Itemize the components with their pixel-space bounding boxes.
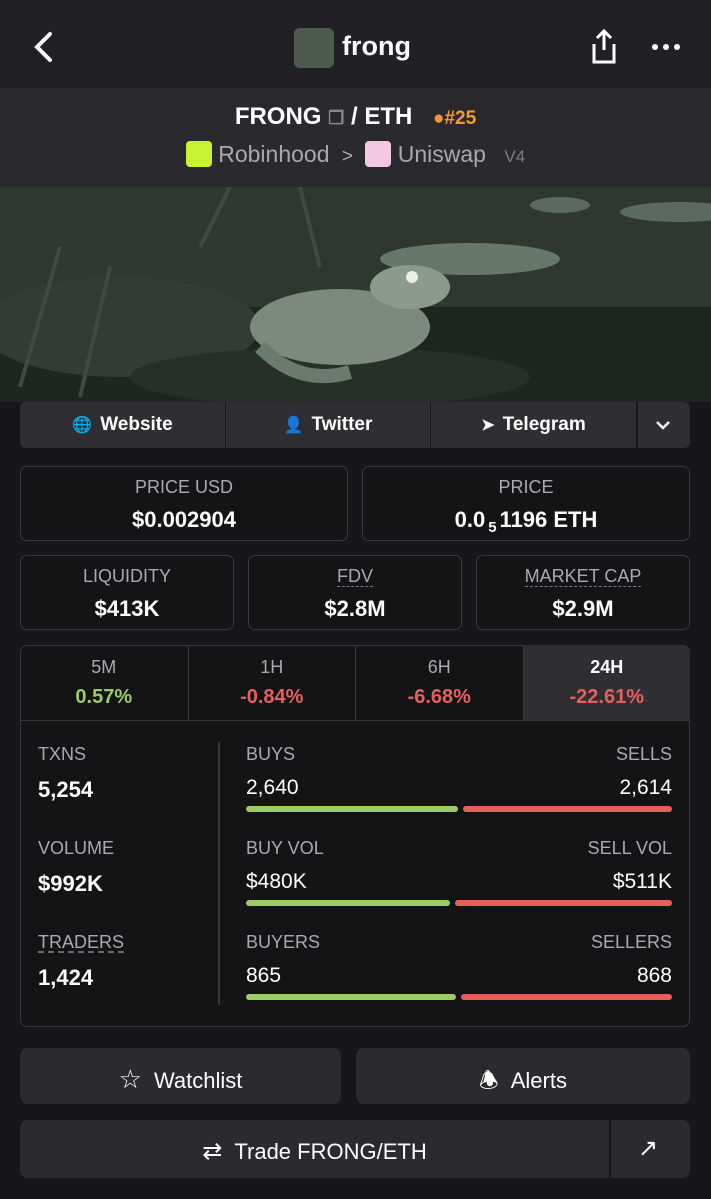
stat-label: TXNS bbox=[38, 744, 87, 764]
period-tab[interactable]: 1H -0.84% bbox=[187, 645, 355, 721]
split-right-value: 2,614 bbox=[619, 776, 672, 799]
period-label: 1H bbox=[260, 657, 284, 677]
chevron: > bbox=[341, 146, 353, 167]
link-button[interactable]: 👤 Twitter bbox=[225, 402, 430, 448]
rank: ●#25 bbox=[432, 108, 477, 129]
split-right-value: $511K bbox=[612, 870, 672, 893]
chain-icon bbox=[185, 141, 212, 167]
split-right-label: SELLERS bbox=[590, 932, 672, 952]
period-tab[interactable]: 6H -6.68% bbox=[355, 645, 523, 721]
split-left-value: $480K bbox=[246, 870, 307, 893]
watchlist-button[interactable]: ☆ Watchlist bbox=[20, 1048, 341, 1104]
chain: Robinhood bbox=[218, 141, 330, 167]
price-eth-card: PRICE 0.0 5 1196 ETH bbox=[362, 466, 690, 541]
links-bar bbox=[20, 402, 690, 448]
price-eth-value: 0.0 5 1196 ETH bbox=[363, 507, 689, 536]
links-expand[interactable] bbox=[654, 416, 672, 434]
buy-bar bbox=[246, 806, 458, 812]
split-left-value: 2,640 bbox=[246, 776, 299, 799]
copy-icon[interactable]: ❐ bbox=[328, 108, 345, 128]
period-change: -6.68% bbox=[407, 686, 471, 708]
version: V4 bbox=[504, 147, 526, 166]
links-divider bbox=[636, 402, 638, 448]
metric-label: LIQUIDITY bbox=[82, 566, 171, 586]
trade-button[interactable]: ⇄ Trade FRONG/ETH ↗ bbox=[20, 1120, 690, 1178]
price-rest: 1196 ETH bbox=[499, 507, 598, 532]
rank-text: #25 bbox=[444, 108, 477, 129]
metric-card: FDV $2.8M bbox=[248, 555, 462, 630]
link-label: Telegram bbox=[502, 414, 586, 435]
buy-bar bbox=[246, 900, 450, 906]
link-button[interactable]: 🌐 Website bbox=[72, 414, 173, 435]
pair-panel bbox=[0, 88, 711, 187]
price-usd-label: PRICE USD bbox=[134, 477, 233, 497]
alerts-label: Alerts bbox=[510, 1068, 567, 1093]
sell-bar bbox=[454, 900, 672, 906]
more-button[interactable] bbox=[650, 40, 682, 54]
price-usd-value: $0.002904 bbox=[132, 507, 236, 532]
quote-token: ETH bbox=[364, 103, 413, 130]
buy-bar bbox=[246, 994, 457, 1000]
price-zeros: 5 bbox=[488, 519, 497, 537]
share-button[interactable] bbox=[588, 28, 620, 66]
period-label: 5M bbox=[91, 657, 117, 677]
price-eth-label: PRICE bbox=[498, 477, 554, 497]
base-token: FRONG bbox=[234, 103, 322, 130]
metric-label: FDV bbox=[337, 566, 373, 587]
token-avatar bbox=[294, 28, 334, 68]
period-change: -22.61% bbox=[569, 686, 645, 708]
metric-value: $2.9M bbox=[552, 596, 614, 621]
link-label: Twitter bbox=[311, 414, 373, 435]
split-left-value: 865 bbox=[246, 964, 282, 987]
sell-bar bbox=[461, 994, 672, 1000]
trade-label: Trade FRONG/ETH bbox=[234, 1139, 427, 1164]
sell-bar bbox=[462, 806, 672, 812]
token-name: frong bbox=[342, 31, 411, 61]
period-change: -0.84% bbox=[240, 686, 304, 708]
alerts-button[interactable]: 🕭 Alerts bbox=[356, 1048, 690, 1104]
metric-label: MARKET CAP bbox=[524, 566, 642, 587]
separator: / bbox=[350, 103, 358, 130]
split-left-label: BUY VOL bbox=[246, 838, 324, 858]
split-right-label: SELLS bbox=[615, 744, 672, 764]
period-change: 0.57% bbox=[75, 686, 133, 708]
period-tab[interactable]: 5M 0.57% bbox=[20, 645, 188, 721]
metric-card: MARKET CAP $2.9M bbox=[476, 555, 690, 630]
price-usd-card: PRICE USD $0.002904 bbox=[20, 466, 348, 541]
back-button[interactable] bbox=[30, 30, 58, 64]
period-label: 24H bbox=[590, 657, 624, 677]
link-label: Website bbox=[100, 414, 173, 435]
stats-divider bbox=[218, 742, 220, 1005]
stat-label: VOLUME bbox=[38, 838, 115, 858]
split-left-label: BUYERS bbox=[246, 932, 321, 952]
stat-value: 1,424 bbox=[38, 965, 94, 990]
metric-value: $2.8M bbox=[324, 596, 386, 621]
metric-card: LIQUIDITY $413K bbox=[20, 555, 234, 630]
link-button[interactable]: ➤ Telegram bbox=[430, 402, 636, 448]
pair-title: FRONG ❐ / ETH ●#25 bbox=[0, 103, 711, 131]
stat-value: $992K bbox=[38, 871, 103, 896]
stat-value: 5,254 bbox=[38, 777, 94, 802]
stat-label: TRADERS bbox=[38, 932, 125, 952]
split-left-label: BUYS bbox=[246, 744, 296, 764]
split-right-value: 868 bbox=[636, 964, 672, 987]
dex: Uniswap bbox=[397, 141, 486, 167]
price-lead: 0.0 bbox=[454, 507, 486, 532]
split-right-label: SELL VOL bbox=[587, 838, 672, 858]
banner-image bbox=[0, 187, 711, 402]
dex-icon bbox=[365, 141, 392, 167]
metric-value: $413K bbox=[94, 596, 160, 621]
venue: Robinhood > Uniswap V4 bbox=[0, 141, 711, 168]
open-external[interactable]: ↗ bbox=[638, 1135, 659, 1162]
watchlist-label: Watchlist bbox=[153, 1068, 243, 1093]
period-label: 6H bbox=[427, 657, 451, 677]
period-tab[interactable]: 24H -22.61% bbox=[522, 645, 690, 721]
